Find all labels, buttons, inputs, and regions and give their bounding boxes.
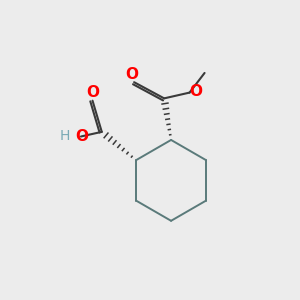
Text: O: O	[125, 67, 138, 82]
Text: O: O	[189, 84, 202, 99]
Text: O: O	[76, 129, 88, 144]
Text: H: H	[60, 130, 70, 143]
Text: O: O	[86, 85, 99, 100]
